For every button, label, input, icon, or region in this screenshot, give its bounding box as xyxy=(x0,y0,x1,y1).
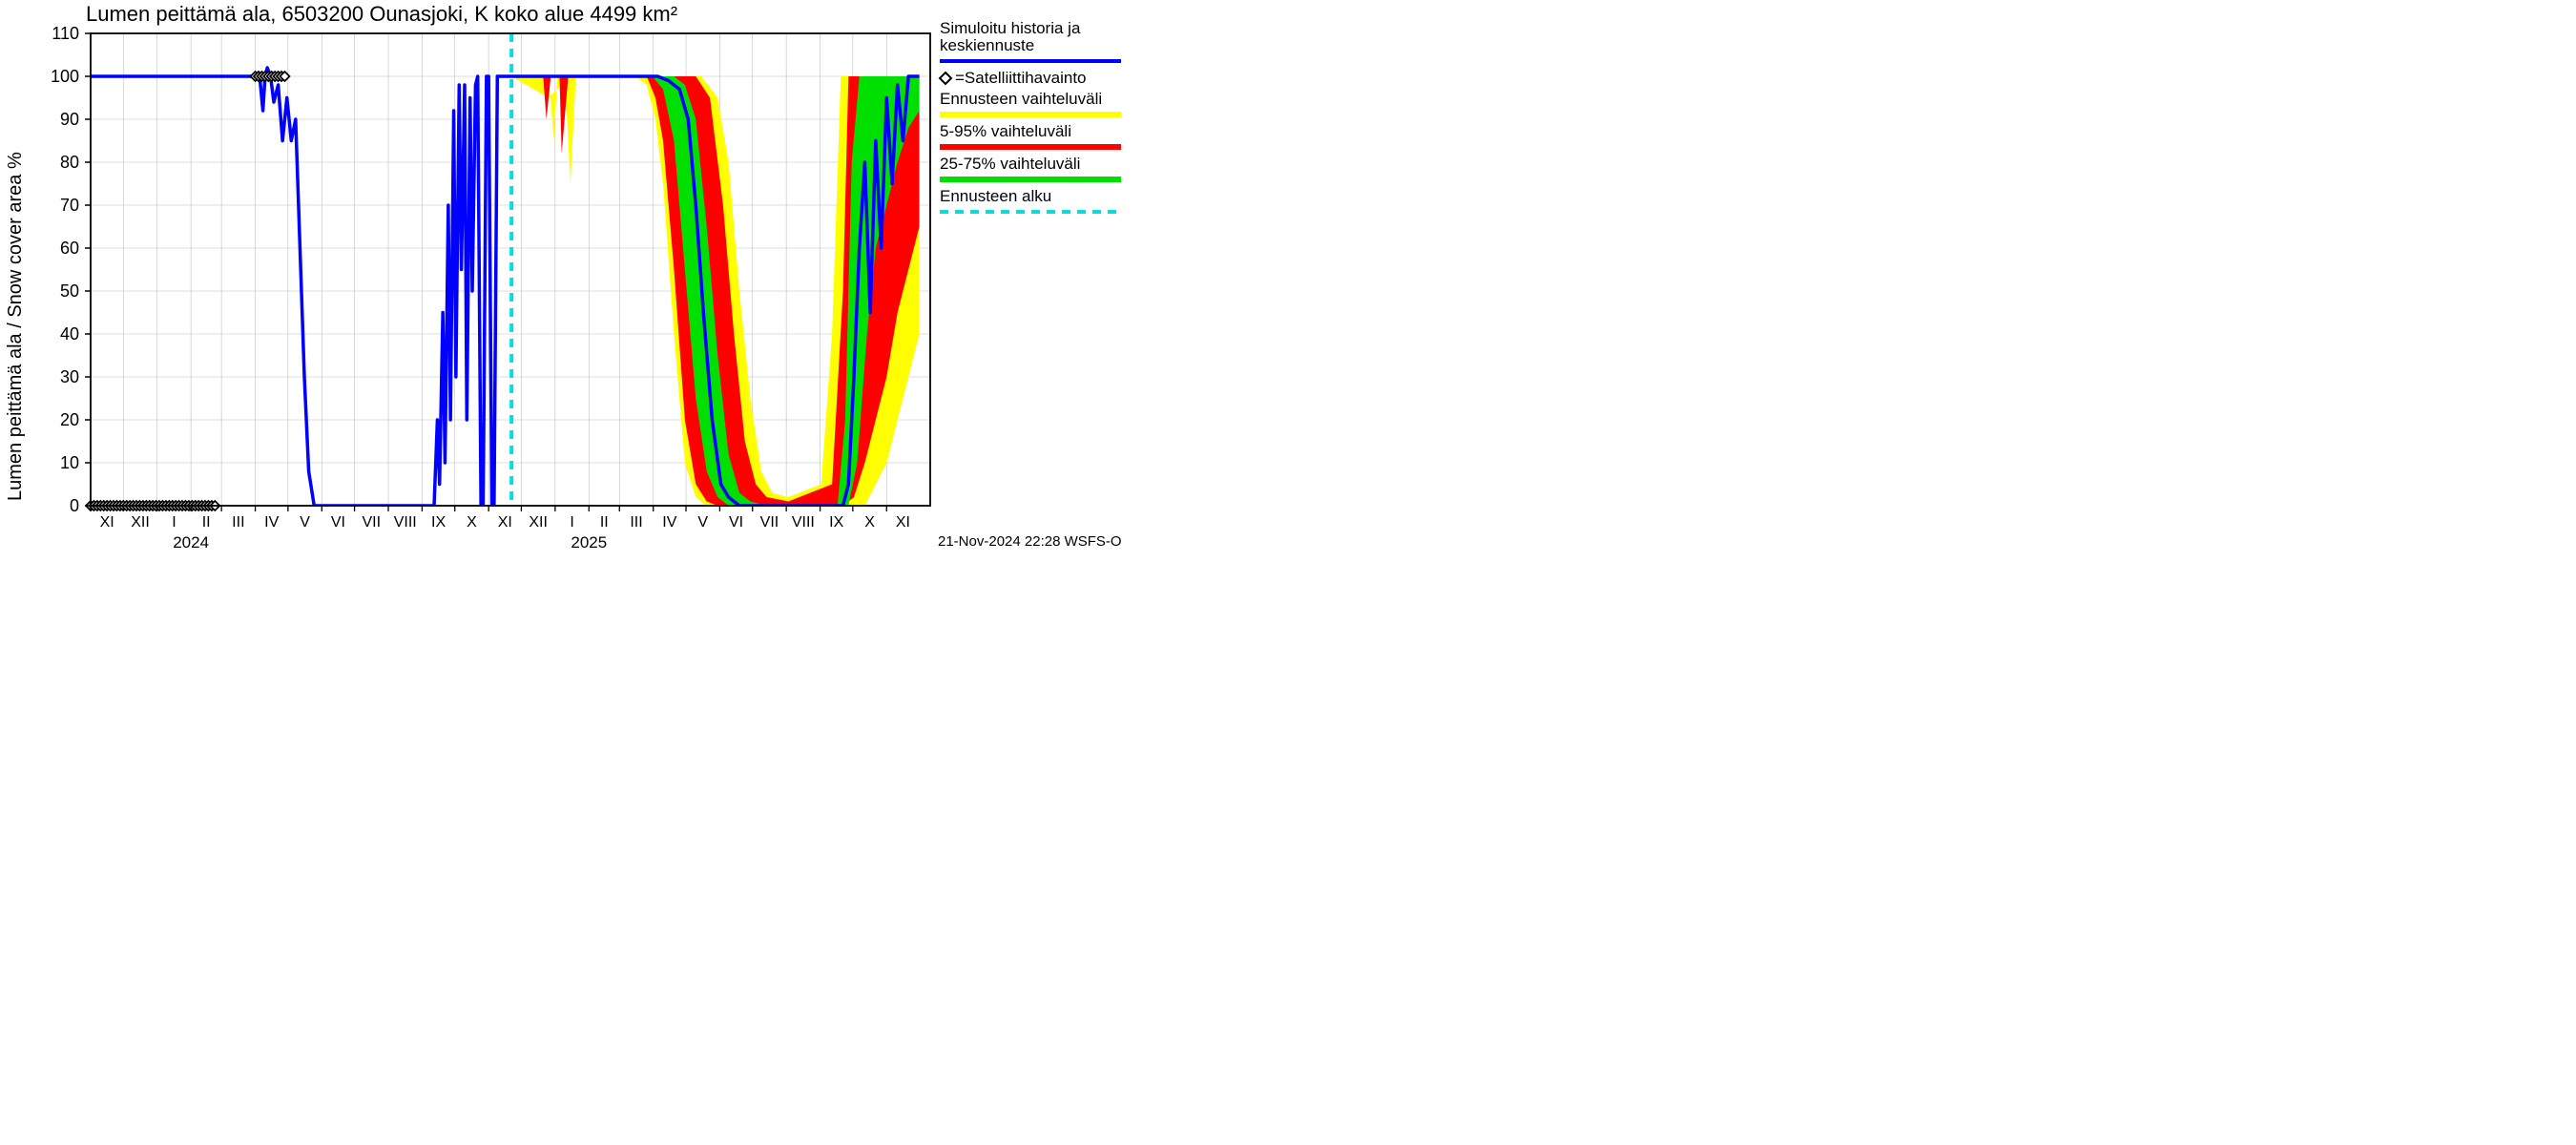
legend-label: Simuloitu historia ja xyxy=(940,19,1081,37)
footer-timestamp: 21-Nov-2024 22:28 WSFS-O xyxy=(938,533,1122,550)
x-month-label: III xyxy=(232,514,244,531)
y-tick-label: 90 xyxy=(60,110,79,129)
x-month-label: III xyxy=(630,514,642,531)
x-month-label: XII xyxy=(529,514,548,531)
y-tick-label: 30 xyxy=(60,367,79,386)
x-month-label: II xyxy=(202,514,211,531)
x-month-label: V xyxy=(697,514,708,531)
legend-label: keskiennuste xyxy=(940,36,1034,54)
x-month-label: VIII xyxy=(394,514,417,531)
x-month-label: VI xyxy=(729,514,743,531)
x-month-label: VIII xyxy=(792,514,815,531)
x-month-label: IV xyxy=(662,514,676,531)
x-month-label: VII xyxy=(363,514,382,531)
legend-label: =Satelliittihavainto xyxy=(955,69,1087,87)
x-year-label: 2024 xyxy=(173,533,209,552)
x-month-label: XI xyxy=(498,514,512,531)
legend-label: 25-75% vaihteluväli xyxy=(940,155,1080,173)
x-month-label: IX xyxy=(829,514,843,531)
chart-container: 0102030405060708090100110XIXIIIIIIIIIVVV… xyxy=(0,0,1288,572)
y-tick-label: 100 xyxy=(51,67,79,86)
y-tick-label: 0 xyxy=(70,496,79,515)
y-tick-label: 70 xyxy=(60,196,79,215)
legend-label: Ennusteen alku xyxy=(940,187,1051,205)
legend-label: 5-95% vaihteluväli xyxy=(940,122,1071,140)
snow-cover-chart: 0102030405060708090100110XIXIIIIIIIIIVVV… xyxy=(0,0,1288,572)
y-tick-label: 50 xyxy=(60,281,79,301)
x-month-label: XI xyxy=(100,514,114,531)
x-month-label: VII xyxy=(760,514,779,531)
legend-label: Ennusteen vaihteluväli xyxy=(940,90,1102,108)
y-tick-label: 110 xyxy=(52,24,79,43)
x-month-label: I xyxy=(172,514,176,531)
x-year-label: 2025 xyxy=(571,533,607,552)
x-month-label: XI xyxy=(896,514,910,531)
y-axis-label: Lumen peittämä ala / Snow cover area % xyxy=(5,152,26,501)
x-month-label: VI xyxy=(331,514,345,531)
y-tick-label: 60 xyxy=(60,239,79,258)
y-tick-label: 40 xyxy=(60,324,79,344)
x-month-label: XII xyxy=(131,514,150,531)
y-tick-label: 20 xyxy=(60,410,79,429)
x-month-label: IX xyxy=(431,514,446,531)
y-tick-label: 10 xyxy=(60,453,79,472)
chart-title: Lumen peittämä ala, 6503200 Ounasjoki, K… xyxy=(86,2,677,26)
x-month-label: X xyxy=(864,514,875,531)
x-month-label: IV xyxy=(264,514,279,531)
x-month-label: V xyxy=(300,514,310,531)
x-month-label: I xyxy=(570,514,573,531)
x-month-label: X xyxy=(467,514,477,531)
y-tick-label: 80 xyxy=(60,153,79,172)
chart-bg xyxy=(0,0,1288,572)
x-month-label: II xyxy=(600,514,609,531)
